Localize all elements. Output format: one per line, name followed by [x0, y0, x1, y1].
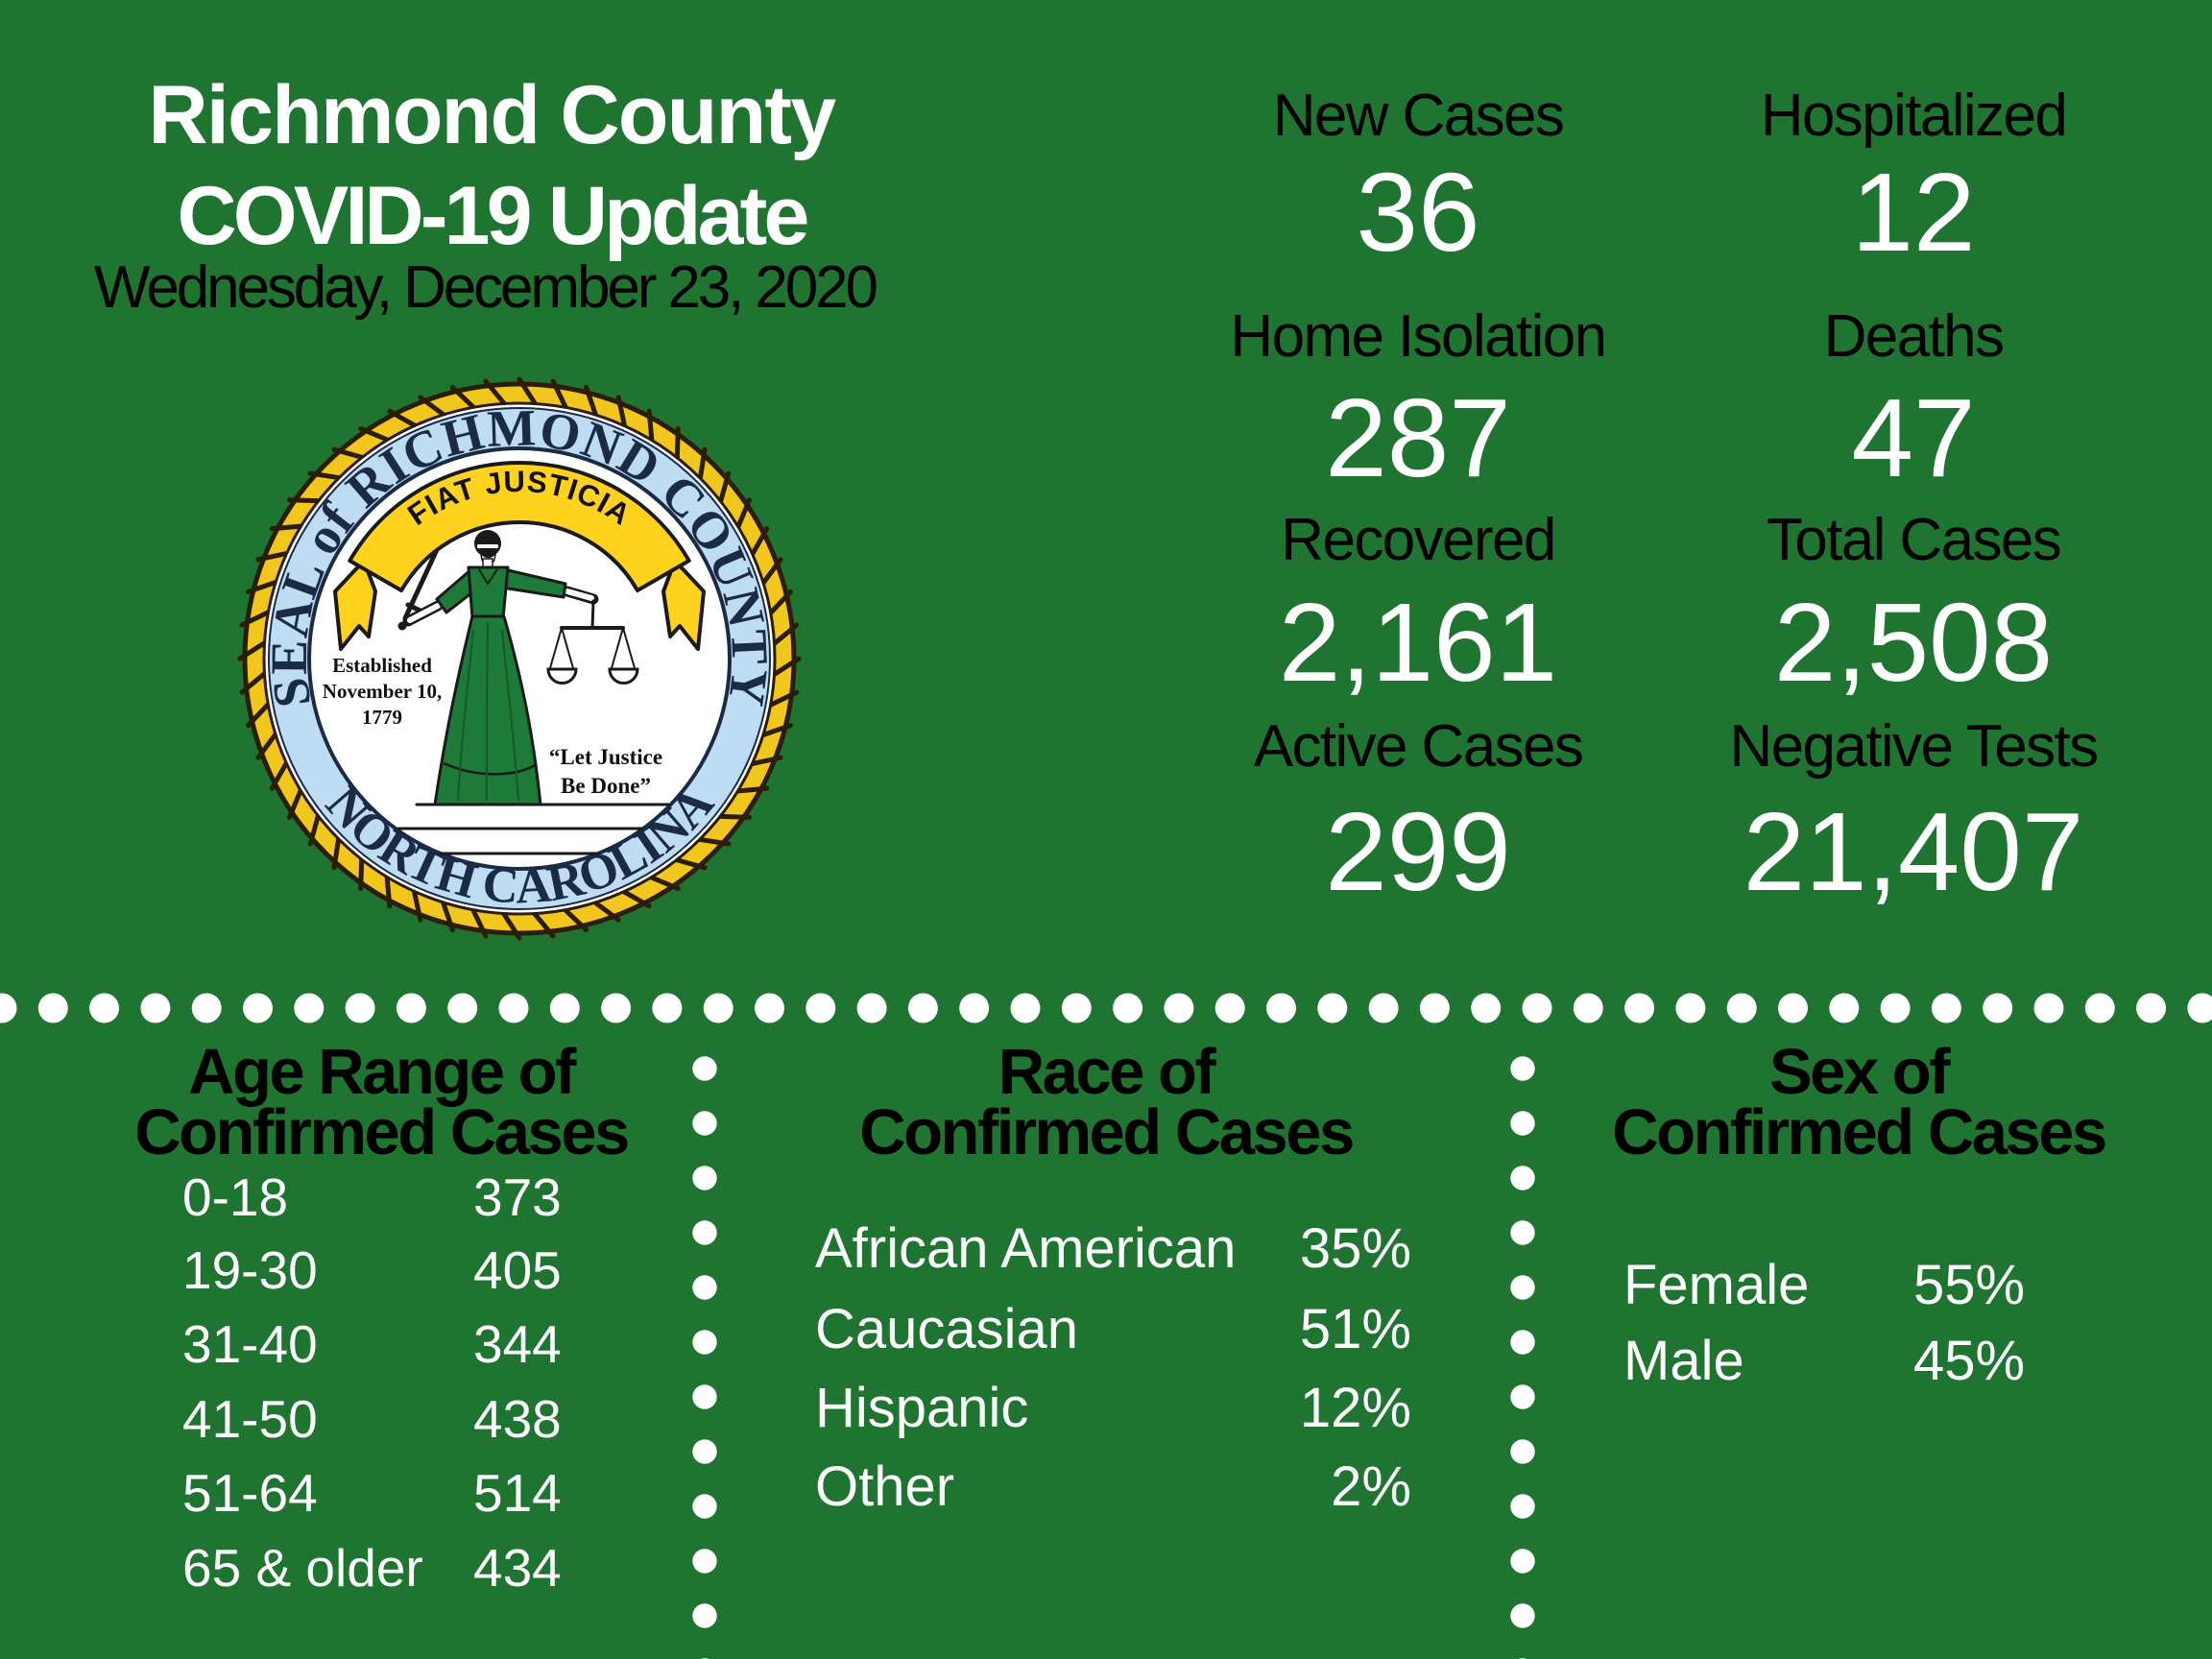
svg-text:1779: 1779 [362, 706, 402, 729]
svg-text:Be Done”: Be Done” [561, 774, 651, 798]
svg-text:“Let Justice: “Let Justice [549, 745, 662, 769]
svg-text:November 10,: November 10, [323, 680, 442, 703]
svg-text:Established: Established [332, 654, 432, 677]
